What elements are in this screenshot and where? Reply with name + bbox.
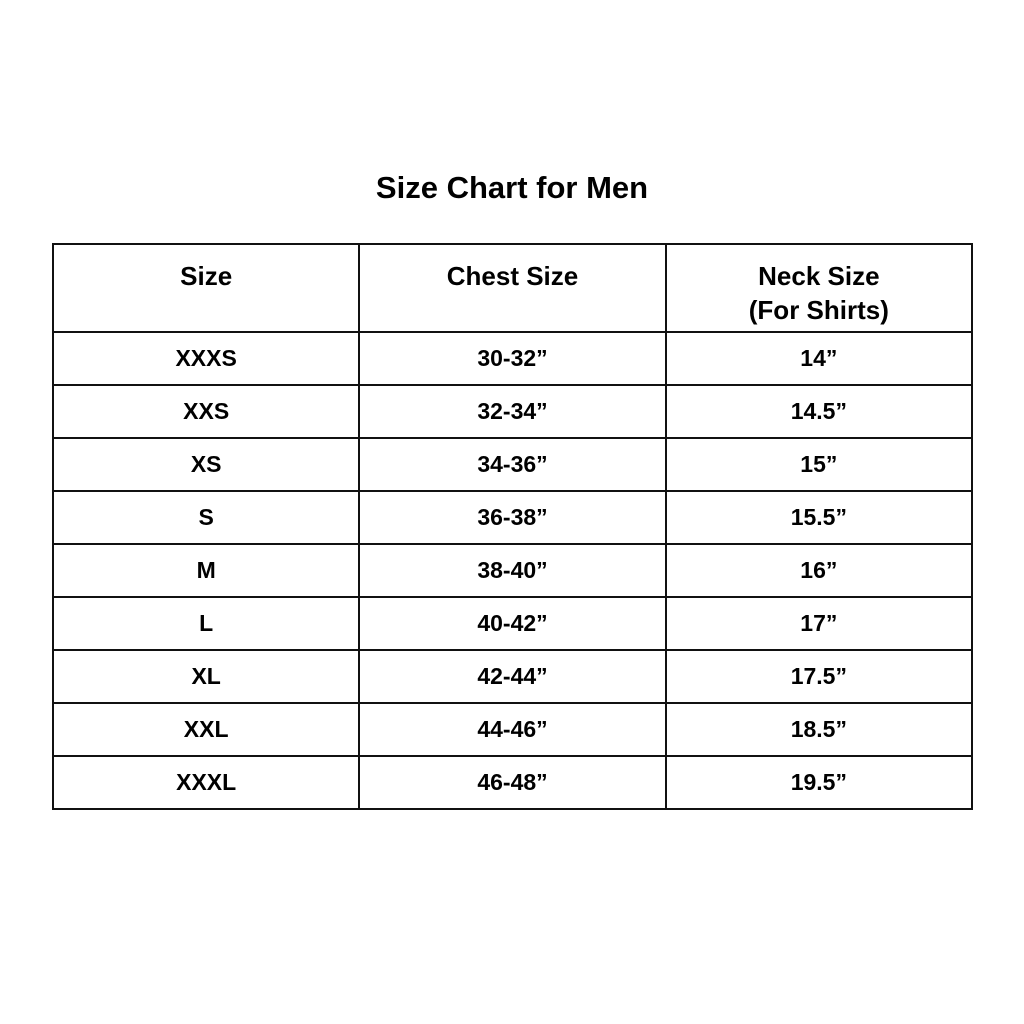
table-row: XXL 44-46” 18.5” xyxy=(51,702,974,757)
chest-size-cell: 46-48” xyxy=(358,755,667,810)
neck-size-cell: 14” xyxy=(664,331,974,386)
size-cell: XXXS xyxy=(51,331,361,386)
neck-size-cell: 16” xyxy=(664,543,974,598)
size-cell: S xyxy=(51,490,361,545)
table-row: XXS 32-34” 14.5” xyxy=(51,384,974,439)
neck-size-cell: 15” xyxy=(664,437,974,492)
chest-size-cell: 30-32” xyxy=(358,331,667,386)
header-row: Size Chest Size Neck Size (For Shirts) xyxy=(51,243,974,333)
neck-size-cell: 15.5” xyxy=(664,490,974,545)
size-cell: XL xyxy=(51,649,361,704)
chest-size-cell: 40-42” xyxy=(358,596,667,651)
neck-size-cell: 17” xyxy=(664,596,974,651)
chest-size-cell: 36-38” xyxy=(358,490,667,545)
chest-size-cell: 44-46” xyxy=(358,702,667,757)
neck-size-cell: 19.5” xyxy=(664,755,974,810)
size-cell: XXS xyxy=(51,384,361,439)
chest-size-cell: 32-34” xyxy=(358,384,667,439)
header-chest-size: Chest Size xyxy=(358,243,667,333)
table-row: M 38-40” 16” xyxy=(51,543,974,598)
neck-size-cell: 17.5” xyxy=(664,649,974,704)
table-row: S 36-38” 15.5” xyxy=(51,490,974,545)
chest-size-cell: 38-40” xyxy=(358,543,667,598)
chest-size-cell: 34-36” xyxy=(358,437,667,492)
page-title: Size Chart for Men xyxy=(375,170,649,205)
table-row: XS 34-36” 15” xyxy=(51,437,974,492)
header-size: Size xyxy=(51,243,361,333)
table-row: XL 42-44” 17.5” xyxy=(51,649,974,704)
chest-size-cell: 42-44” xyxy=(358,649,667,704)
table-row: L 40-42” 17” xyxy=(51,596,974,651)
table-row: XXXS 30-32” 14” xyxy=(51,331,974,386)
neck-size-cell: 18.5” xyxy=(664,702,974,757)
size-cell: XXXL xyxy=(51,755,361,810)
size-chart-table: Size Chest Size Neck Size (For Shirts) XX… xyxy=(51,243,974,810)
table-row: XXXL 46-48” 19.5” xyxy=(51,755,974,810)
size-cell: M xyxy=(51,543,361,598)
header-neck-size: Neck Size (For Shirts) xyxy=(664,243,974,333)
size-cell: XS xyxy=(51,437,361,492)
size-cell: XXL xyxy=(51,702,361,757)
neck-size-cell: 14.5” xyxy=(664,384,974,439)
size-cell: L xyxy=(51,596,361,651)
